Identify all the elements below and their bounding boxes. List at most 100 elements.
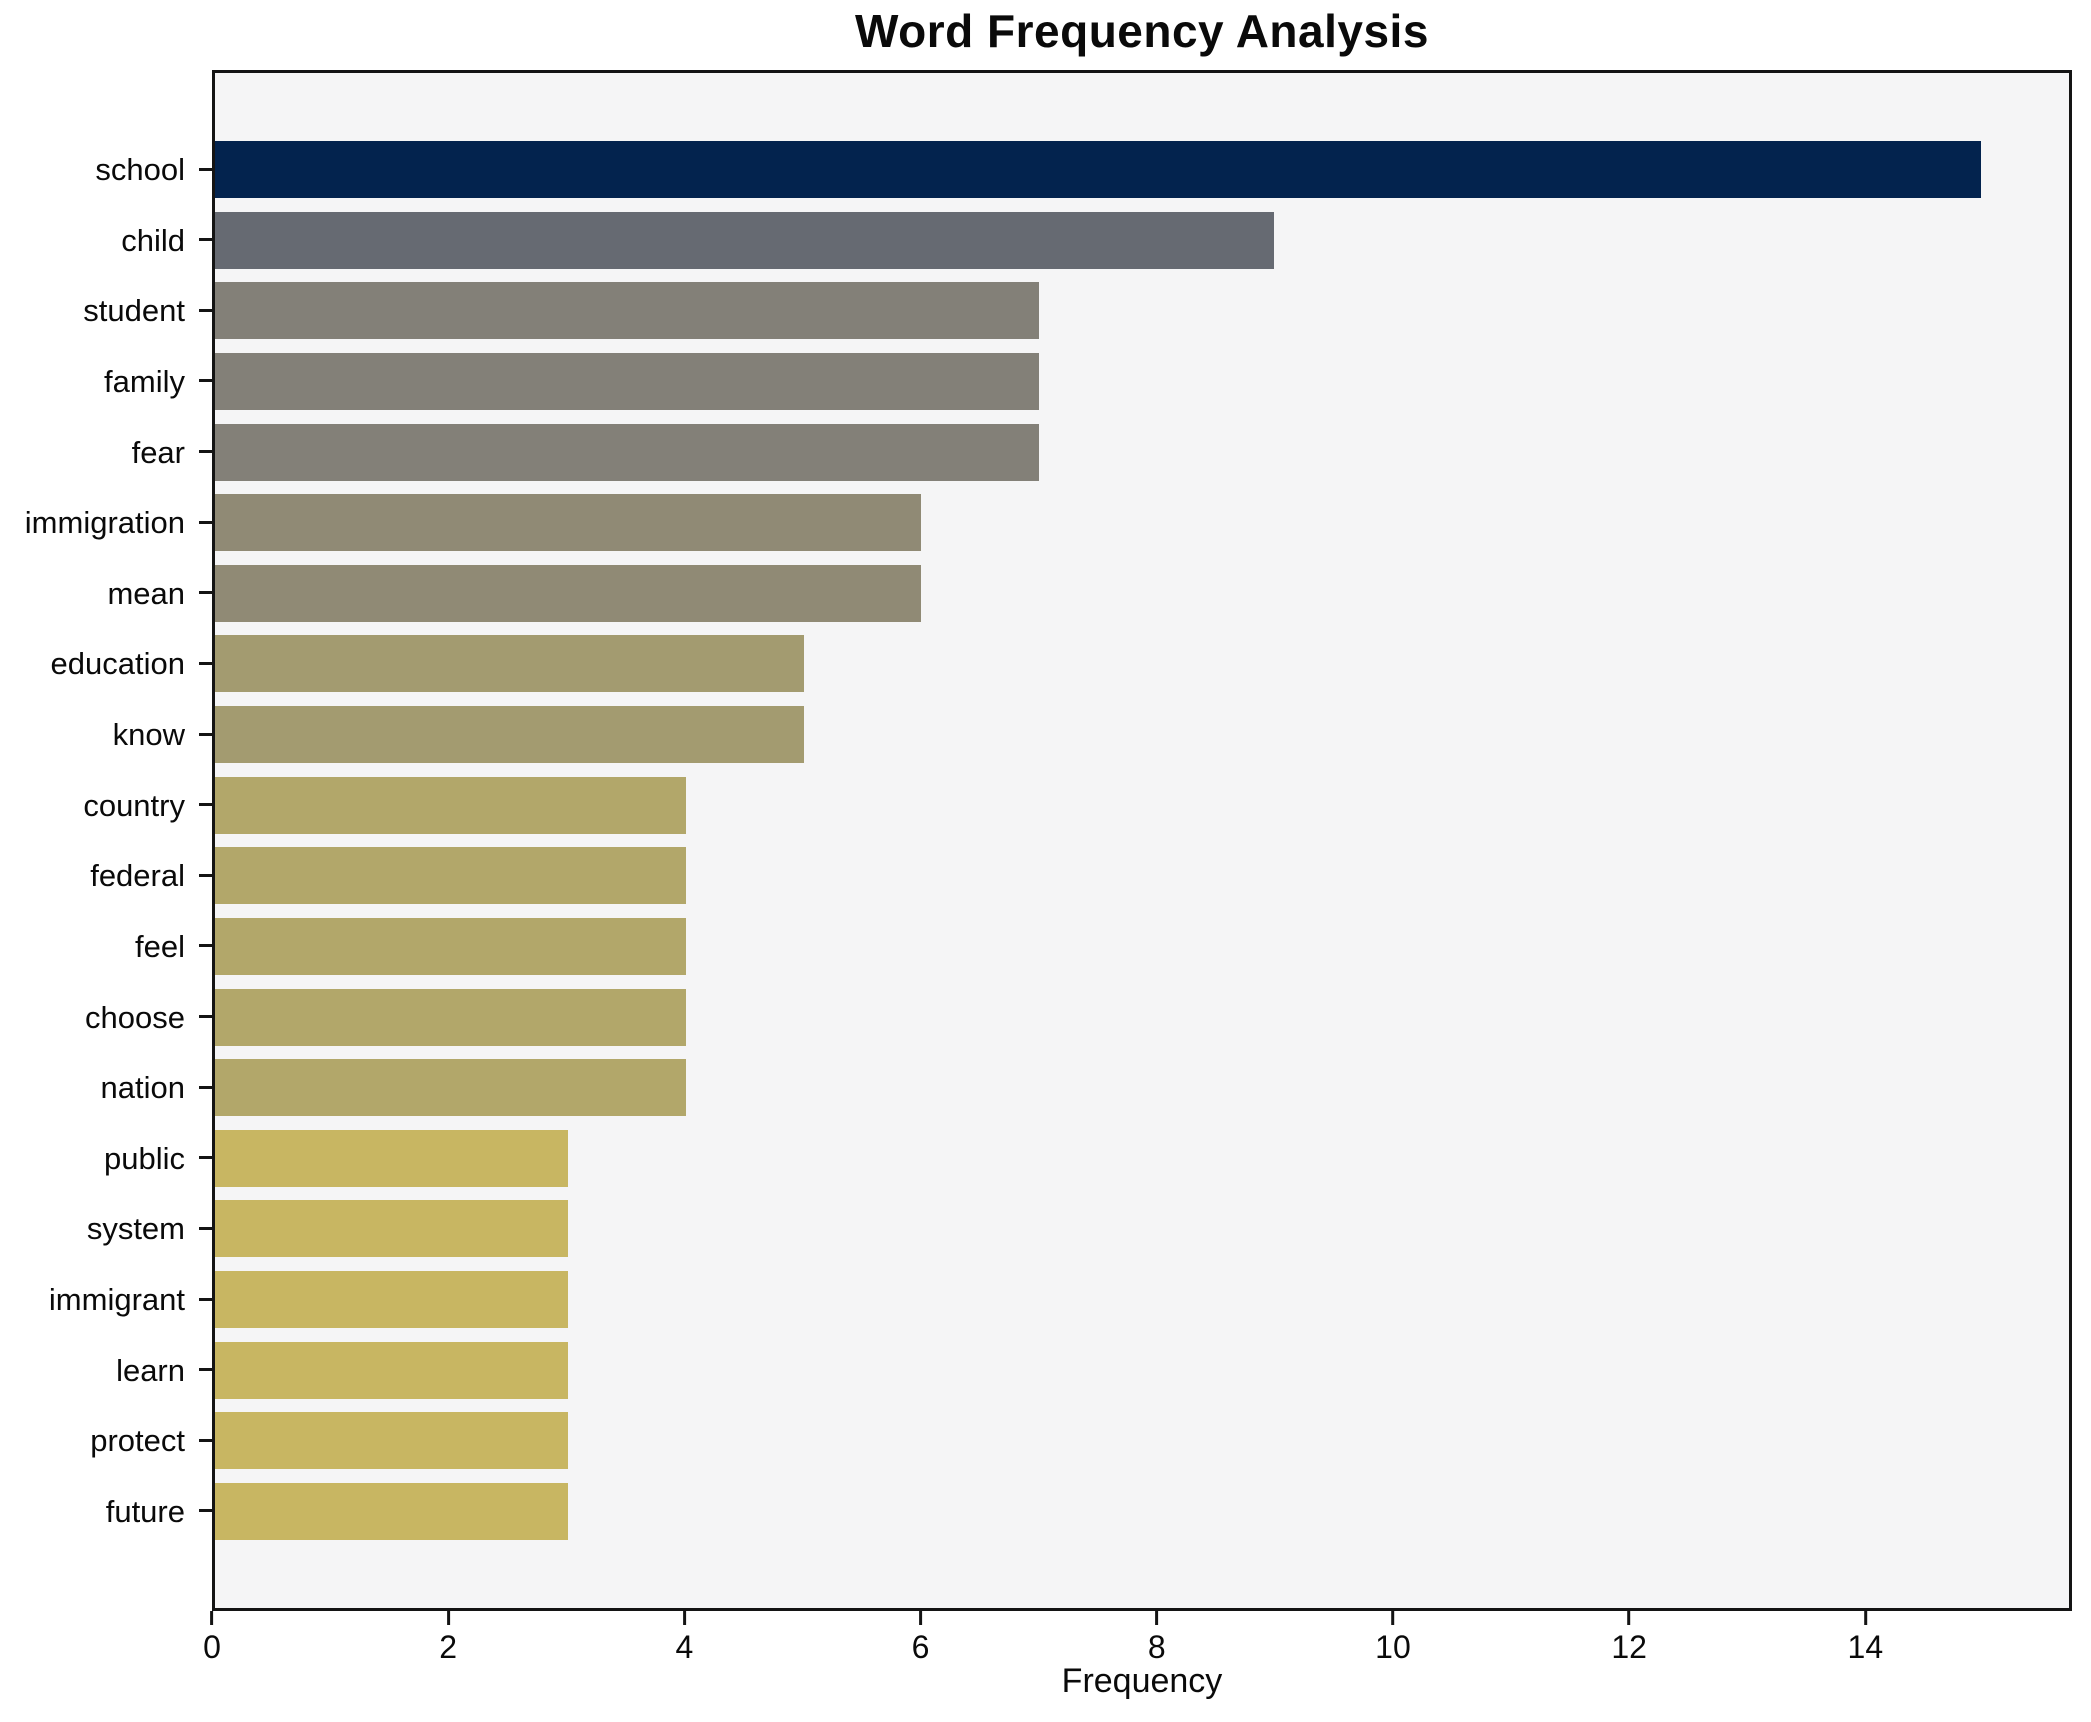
x-tick: 0 <box>203 1611 221 1666</box>
y-tick-mark <box>199 167 212 171</box>
y-tick-mark <box>199 1226 212 1230</box>
y-tick-mark <box>199 1085 212 1089</box>
bar <box>215 141 1981 198</box>
bar-row: protect <box>90 1412 2069 1470</box>
x-tick: 12 <box>1611 1611 1647 1666</box>
y-tick-label: protect <box>90 1423 185 1459</box>
bar <box>215 423 1039 481</box>
bar <box>215 706 804 763</box>
x-tick-label: 6 <box>911 1629 930 1665</box>
bar <box>215 635 804 693</box>
x-tick: 14 <box>1847 1611 1884 1666</box>
bar-row: immigrant <box>49 1271 2069 1328</box>
bar-row: fear <box>132 423 2069 481</box>
bar <box>215 1059 686 1117</box>
bar-row: choose <box>85 988 2069 1046</box>
y-tick-label: immigrant <box>48 1282 185 1317</box>
bars-container: school child student family fear immigration m… <box>25 73 2069 1608</box>
y-tick-mark <box>199 1297 212 1301</box>
bar-row: system <box>87 1200 2069 1258</box>
bar-row: country <box>83 776 2069 834</box>
y-tick-label: know <box>112 717 185 752</box>
y-tick-label: public <box>104 1140 185 1176</box>
x-tick: 4 <box>675 1611 693 1666</box>
chart-title: Word Frequency Analysis <box>855 5 1429 57</box>
x-tick-mark <box>682 1611 686 1625</box>
y-tick-label: federal <box>90 858 185 894</box>
x-tick-label: 10 <box>1375 1629 1411 1665</box>
y-tick-mark <box>199 1509 212 1513</box>
bar-row: future <box>106 1482 2069 1540</box>
bar-row: nation <box>101 1059 2069 1117</box>
bar <box>215 1482 569 1540</box>
x-tick-mark <box>446 1611 450 1625</box>
x-tick: 8 <box>1148 1611 1166 1666</box>
bar <box>215 282 1039 340</box>
bar-row: immigration <box>25 494 2069 552</box>
bar <box>215 1412 569 1470</box>
y-tick-label: immigration <box>24 505 185 541</box>
bar-row: student <box>83 282 2069 340</box>
y-tick-mark <box>199 520 212 524</box>
bar <box>215 352 1039 410</box>
x-tick: 2 <box>439 1611 457 1666</box>
y-tick-mark <box>199 308 212 312</box>
bar-row: know <box>113 706 2069 763</box>
x-tick-mark <box>1155 1611 1159 1625</box>
y-tick-mark <box>199 873 212 877</box>
y-tick-mark <box>199 1368 212 1372</box>
y-tick-label: child <box>121 222 185 258</box>
x-axis-label: Frequency <box>1061 1662 1223 1700</box>
y-tick-mark <box>199 379 212 383</box>
y-tick-label: family <box>104 363 185 399</box>
x-tick-label: 0 <box>203 1629 221 1665</box>
bar-row: feel <box>135 917 2069 975</box>
x-tick-label: 2 <box>439 1629 458 1665</box>
y-tick-label: choose <box>85 999 185 1035</box>
y-tick-label: school <box>95 152 185 187</box>
y-tick-label: education <box>50 646 185 682</box>
y-tick-mark <box>199 591 212 595</box>
y-tick-label: feel <box>135 928 185 964</box>
y-tick-mark <box>199 1156 212 1160</box>
bar-row: child <box>121 211 2069 269</box>
y-tick-mark <box>199 1015 212 1018</box>
bar <box>215 494 922 552</box>
y-tick-mark <box>199 450 212 453</box>
y-tick-label: system <box>86 1211 185 1247</box>
bar <box>215 776 686 834</box>
x-tick-mark <box>1863 1611 1867 1625</box>
y-tick-mark <box>199 803 212 807</box>
y-tick-label: future <box>105 1493 185 1529</box>
x-tick-mark <box>210 1611 214 1625</box>
x-tick-mark <box>919 1611 923 1625</box>
bar <box>215 988 686 1046</box>
bar-row: learn <box>116 1341 2069 1399</box>
bar <box>215 917 686 975</box>
bar-row: education <box>51 635 2069 693</box>
x-tick-label: 8 <box>1147 1629 1166 1665</box>
x-tick-label: 14 <box>1847 1629 1884 1665</box>
x-tick-label: 4 <box>675 1629 694 1665</box>
x-axis: 0 2 4 6 8 10 12 14 <box>203 1611 2072 1681</box>
y-tick-mark <box>199 238 212 242</box>
plot-area: school child student family fear immigration m… <box>25 70 2072 1611</box>
y-tick-label: student <box>83 293 185 329</box>
y-tick-label: nation <box>100 1070 185 1106</box>
x-tick-mark <box>1391 1611 1395 1625</box>
y-tick-mark <box>199 1438 212 1442</box>
bar <box>215 211 1275 269</box>
x-tick-mark <box>1627 1611 1631 1625</box>
bar-row: federal <box>90 847 2069 905</box>
bar <box>215 1200 569 1258</box>
bar <box>215 1341 569 1399</box>
x-tick-label: 12 <box>1611 1629 1647 1665</box>
bar-row: mean <box>107 564 2069 622</box>
y-tick-label: learn <box>116 1352 185 1388</box>
y-tick-label: mean <box>107 575 185 611</box>
y-tick-label: country <box>83 787 185 823</box>
y-tick-label: fear <box>131 434 185 470</box>
bar <box>215 1129 569 1187</box>
bar-row: family <box>104 352 2069 410</box>
